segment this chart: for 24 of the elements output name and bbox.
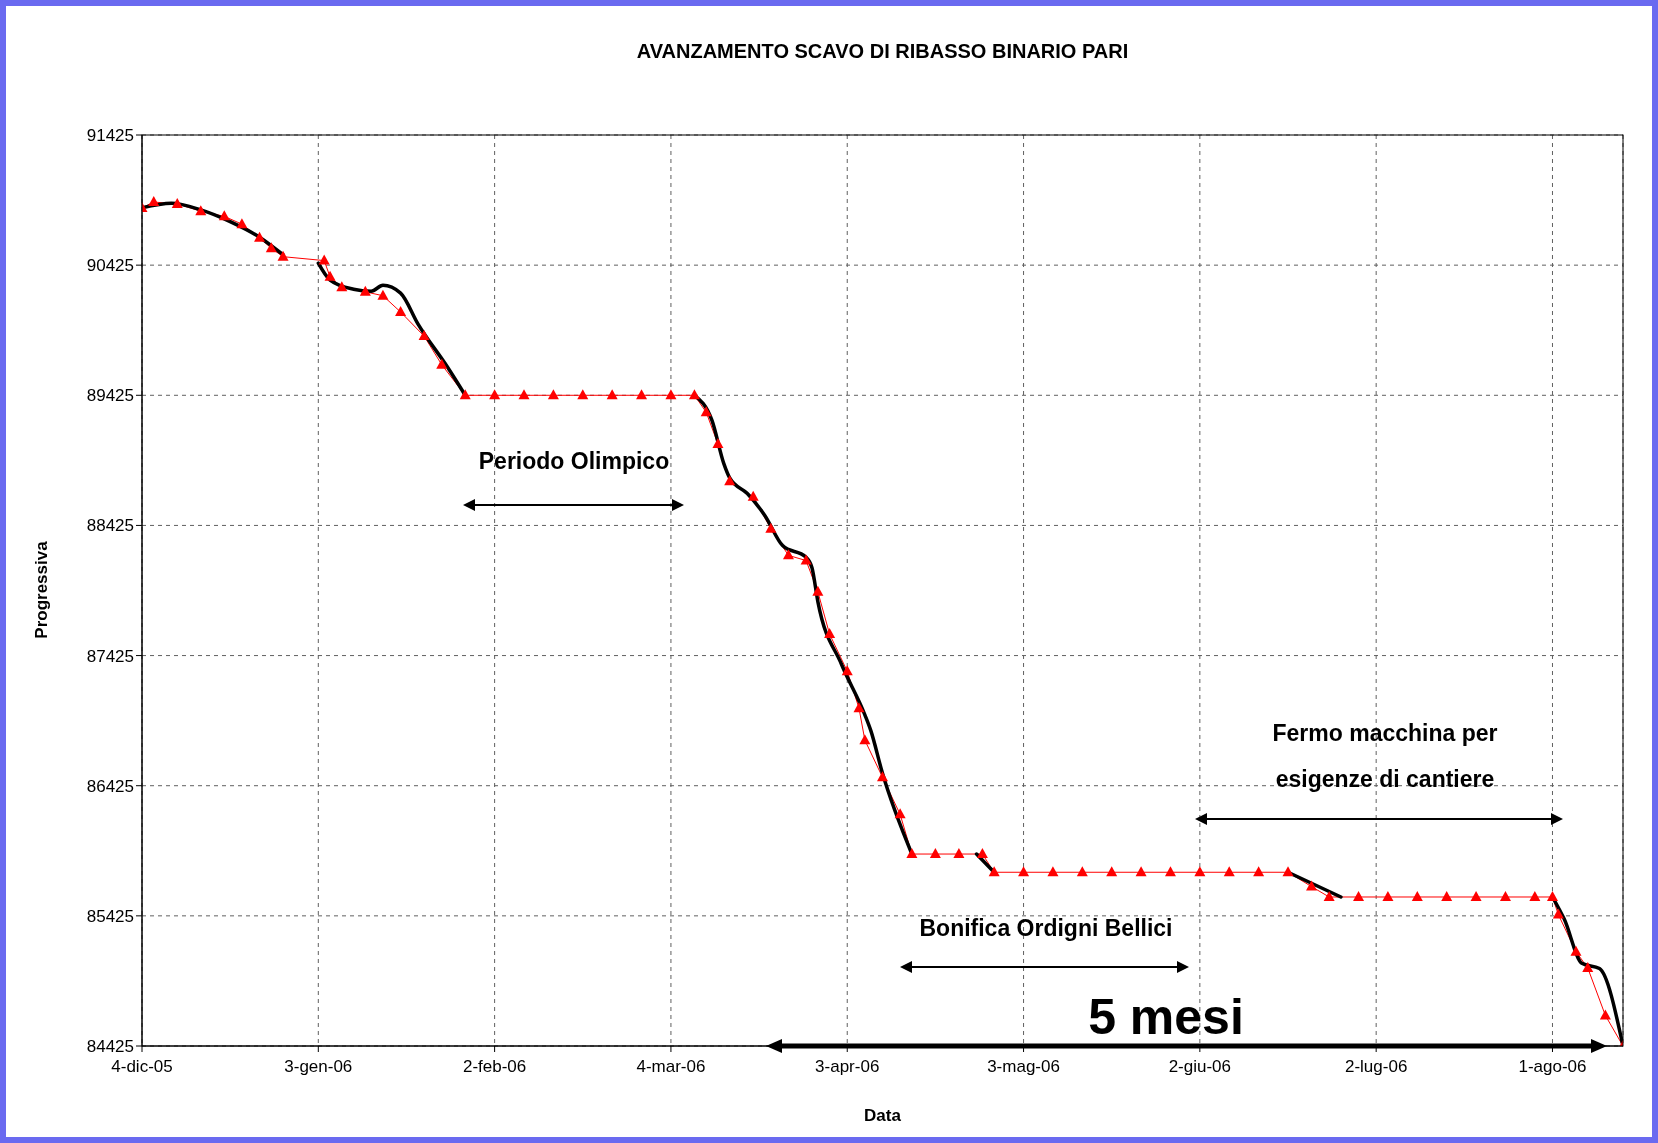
annotation: Periodo Olimpico [477, 447, 671, 476]
y-tick-label: 84425 [86, 1037, 134, 1057]
y-tick-label: 88425 [86, 516, 134, 536]
x-tick-label: 3-gen-06 [284, 1057, 353, 1077]
y-tick-label: 86425 [86, 776, 134, 796]
y-tick-label: 85425 [86, 906, 134, 926]
x-tick-label: 4-mar-06 [636, 1057, 706, 1077]
x-tick-label: 3-mag-06 [987, 1057, 1060, 1077]
x-axis-title: Data [863, 1106, 902, 1126]
annotation: Bonifica Ordigni Bellici [918, 914, 1174, 943]
x-tick-label: 2-giu-06 [1168, 1057, 1232, 1077]
y-tick-label: 87425 [86, 646, 134, 666]
annotation: Fermo macchina per esigenze di cantiere [1271, 719, 1499, 794]
y-axis-title: Progressiva [32, 540, 52, 641]
y-tick-label: 90425 [86, 256, 134, 276]
annotation: 5 mesi [1087, 989, 1245, 1045]
x-tick-label: 3-apr-06 [815, 1057, 880, 1077]
chart-title: AVANZAMENTO SCAVO DI RIBASSO BINARIO PARI [635, 40, 1130, 63]
x-tick-label: 2-lug-06 [1344, 1057, 1408, 1077]
x-tick-label: 2-feb-06 [462, 1057, 527, 1077]
x-tick-label: 1-ago-06 [1518, 1057, 1587, 1077]
x-tick-label: 4-dic-05 [111, 1057, 173, 1077]
y-tick-label: 91425 [86, 126, 134, 146]
y-tick-label: 89425 [86, 386, 134, 406]
